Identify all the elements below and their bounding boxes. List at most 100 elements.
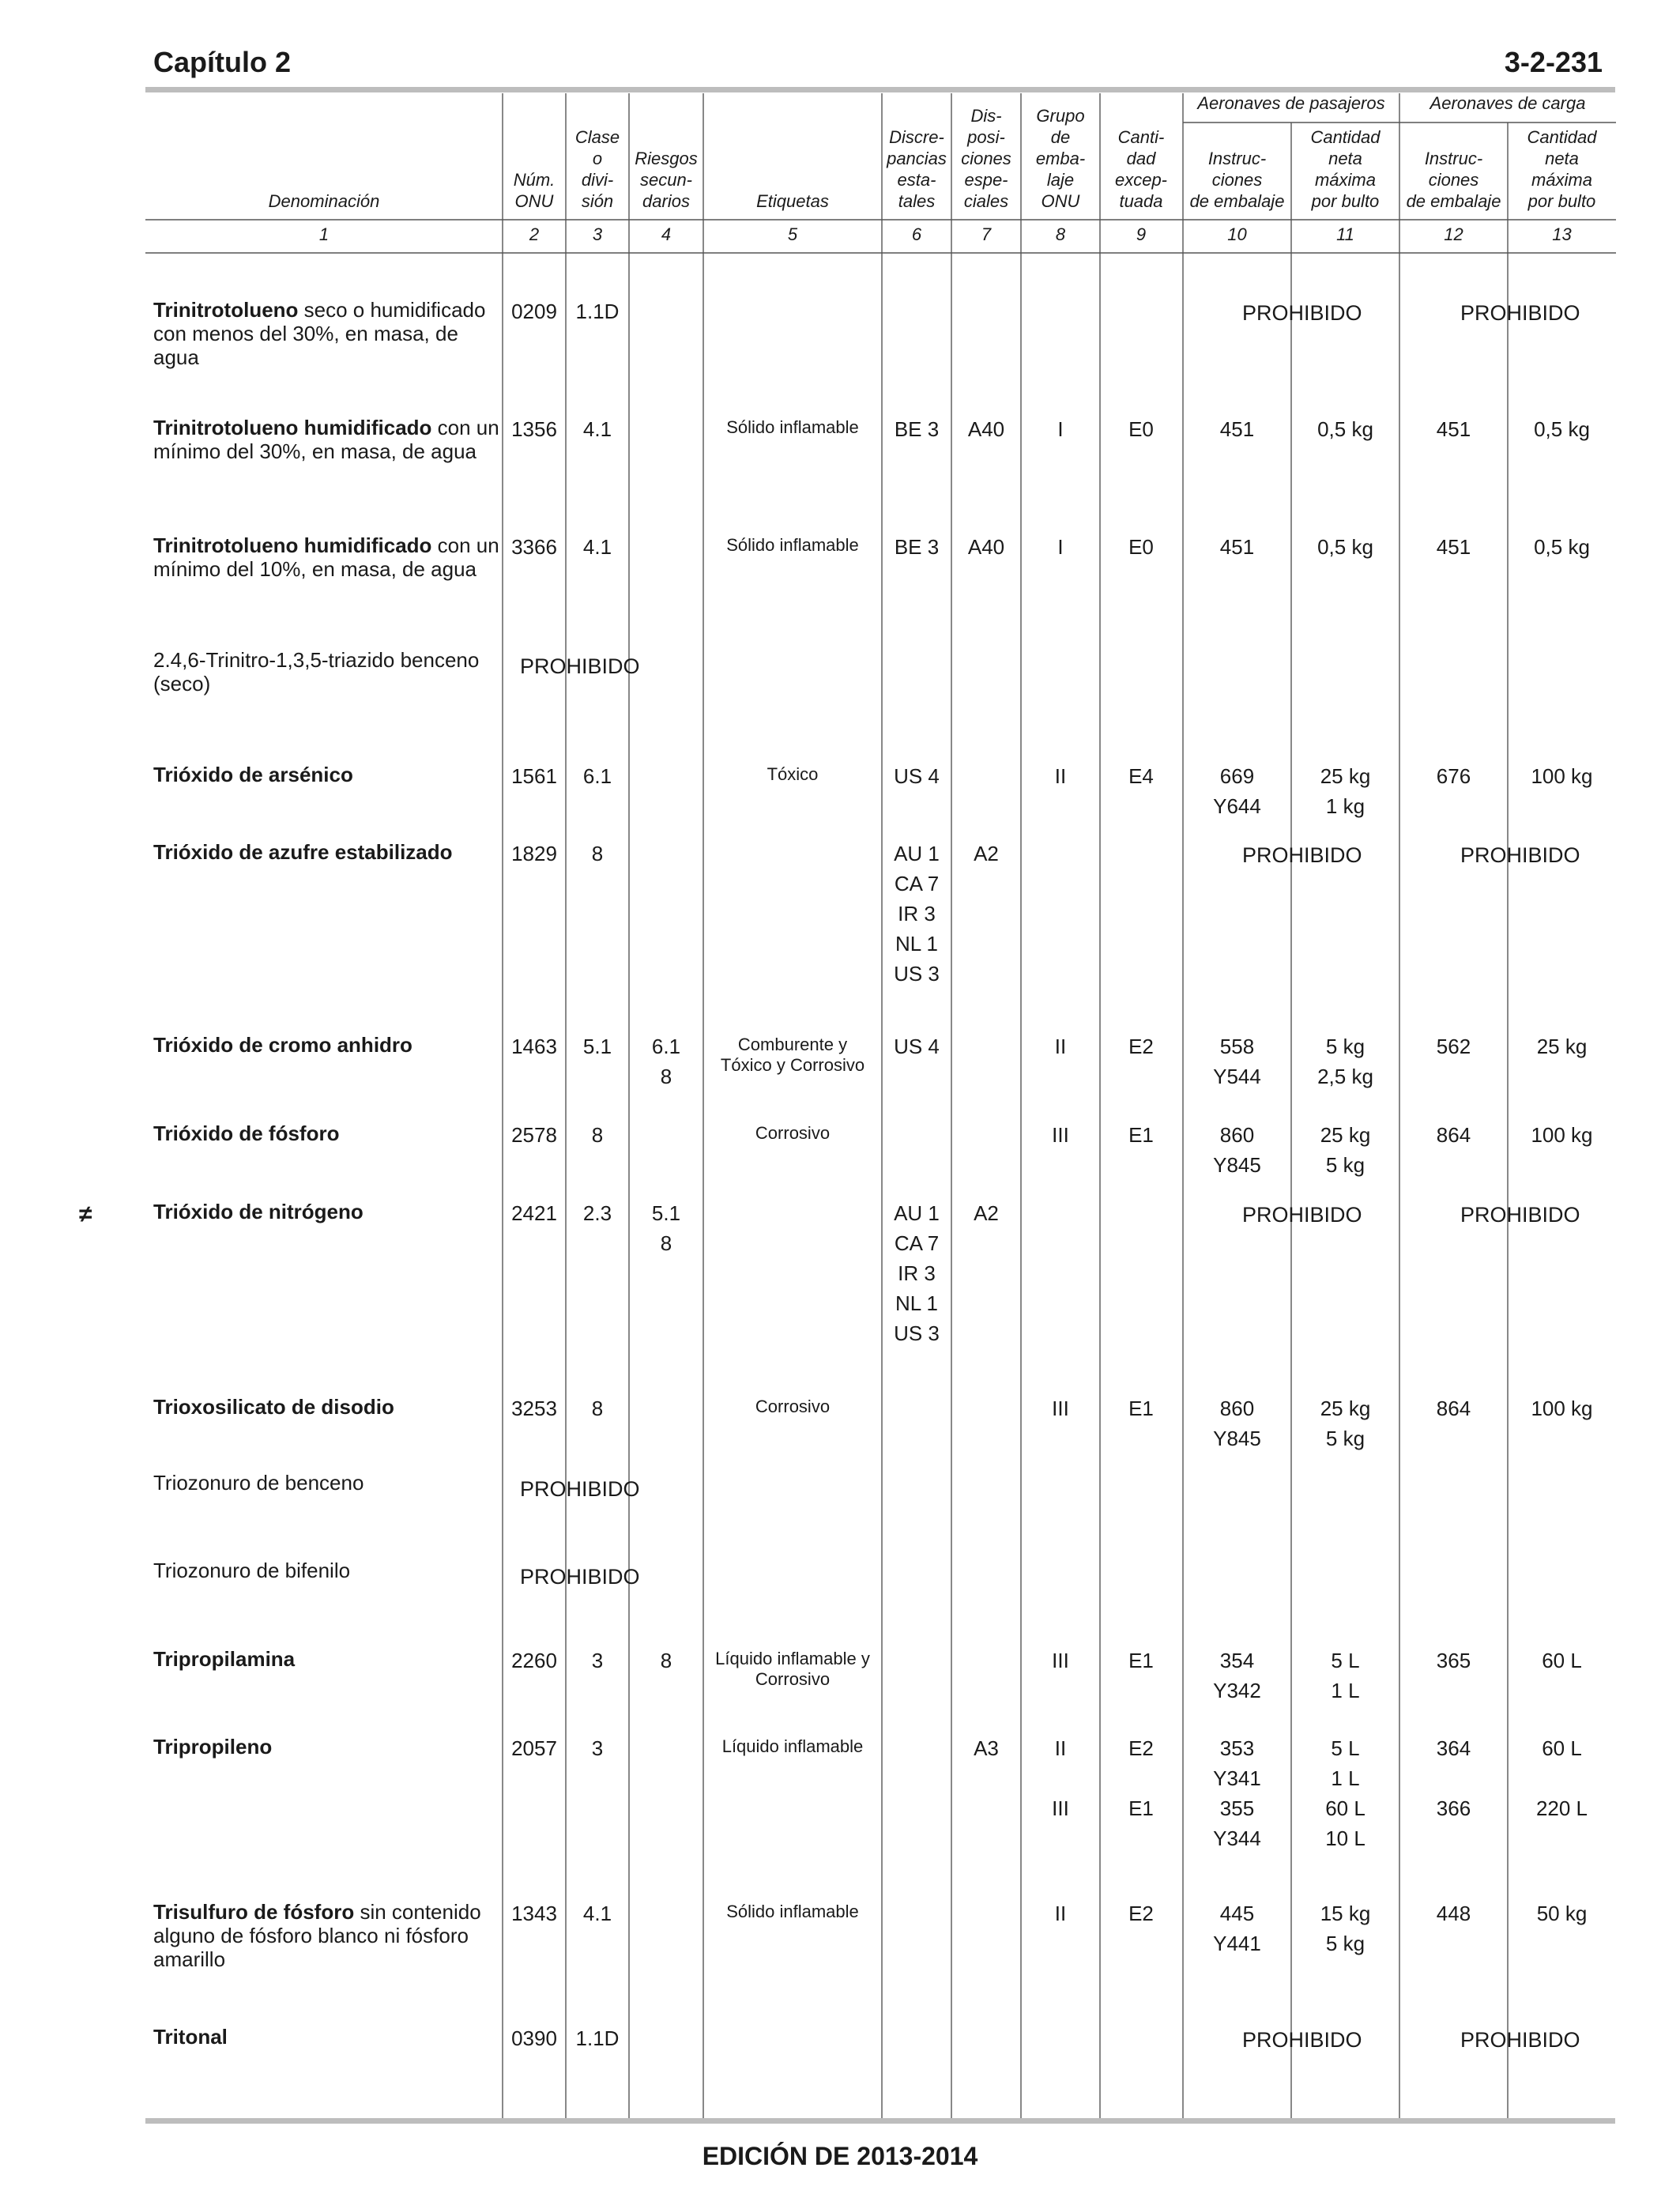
cell-etiquetas: Líquido inflamable <box>721 1736 864 1756</box>
cell-exceptuada: E0 <box>1128 417 1154 441</box>
cell-pax-qty: 0,5 kg <box>1317 535 1373 559</box>
cell-riesgos: 8 <box>660 1649 672 1672</box>
substance-name: Trioxosilicato de disodio <box>153 1395 501 1419</box>
cell-grupo: II <box>1054 1902 1067 1925</box>
header-onu: Núm. ONU <box>513 170 556 211</box>
substance-name-detail: Triozonuro de bifenilo <box>153 1559 351 1582</box>
cell-cargo-qty: 50 kg <box>1536 1902 1588 1925</box>
column-number: 12 <box>1444 224 1463 244</box>
forbidden-label-cargo: PROHIBIDO <box>1460 1203 1580 1227</box>
cell-pax-instr: 354 Y342 <box>1213 1649 1261 1702</box>
cell-cargo-qty: 100 kg <box>1531 1123 1593 1147</box>
cell-exceptuada: E0 <box>1128 535 1154 559</box>
forbidden-label: PROHIBIDO <box>520 1477 640 1501</box>
substance-name-bold: Trioxosilicato de disodio <box>153 1395 394 1419</box>
substance-name: Triozonuro de benceno <box>153 1471 501 1495</box>
cell-clase: 1.1D <box>575 2026 620 2050</box>
cell-onu: 1343 <box>511 1902 557 1925</box>
cell-clase: 8 <box>591 1123 604 1147</box>
cell-grupo: I <box>1057 535 1064 559</box>
cell-pax-qty: 5 L 1 L <box>1331 1649 1360 1702</box>
column-number: 6 <box>911 224 922 244</box>
header-cantidad-exceptuada: Canti- dad excep- tuada <box>1114 127 1168 211</box>
substance-name: Trióxido de arsénico <box>153 763 501 786</box>
substance-name-bold: Trióxido de fósforo <box>153 1122 340 1145</box>
cell-clase: 4.1 <box>582 535 612 559</box>
cell-pax-qty: 5 kg 2,5 kg <box>1317 1035 1373 1088</box>
substance-name: Triozonuro de bifenilo <box>153 1559 501 1582</box>
cell-cargo-instr: 365 <box>1436 1649 1471 1672</box>
header-riesgos: Riesgos secun- darios <box>635 149 698 211</box>
header-etiquetas: Etiquetas <box>756 191 829 211</box>
cell-discrepancias: US 4 <box>894 1035 940 1058</box>
cell-etiquetas: Comburente y Tóxico y Corrosivo <box>720 1035 865 1075</box>
cell-exceptuada: E2 <box>1128 1035 1154 1058</box>
header-disposiciones: Dis- posi- ciones espe- ciales <box>961 106 1011 211</box>
forbidden-label: PROHIBIDO <box>520 654 640 678</box>
cell-pax-qty: 25 kg 5 kg <box>1320 1123 1371 1177</box>
cell-exceptuada: E2 E1 <box>1128 1736 1154 1820</box>
cell-cargo-instr: 448 <box>1436 1902 1471 1925</box>
cell-etiquetas: Sólido inflamable <box>726 535 859 555</box>
forbidden-label-passenger: PROHIBIDO <box>1242 2028 1362 2052</box>
substance-name-detail: 2.4,6-Trinitro-1,3,5-triazido benceno (s… <box>153 648 480 696</box>
substance-name-detail: seco o humidificado con menos del 30%, e… <box>153 298 486 369</box>
cell-disposiciones: A2 <box>974 842 999 865</box>
cell-clase: 3 <box>591 1736 604 1760</box>
column-number: 7 <box>981 224 992 244</box>
cell-pax-instr: 860 Y845 <box>1213 1123 1261 1177</box>
cell-pax-instr: 451 <box>1219 417 1255 441</box>
cell-cargo-instr: 364 366 <box>1436 1736 1471 1820</box>
column-number: 4 <box>661 224 672 244</box>
substance-name: Trinitrotolueno humidificado con un míni… <box>153 533 501 581</box>
cell-onu: 2578 <box>511 1123 557 1147</box>
cell-etiquetas: Corrosivo <box>755 1397 831 1416</box>
forbidden-label: PROHIBIDO <box>520 1565 640 1589</box>
cell-pax-instr: 669 Y644 <box>1213 764 1261 818</box>
cell-disposiciones: A40 <box>967 535 1005 559</box>
cell-grupo: III <box>1052 1649 1069 1672</box>
cell-cargo-instr: 864 <box>1436 1123 1471 1147</box>
cell-pax-qty: 15 kg 5 kg <box>1320 1902 1371 1955</box>
cell-onu: 2421 <box>511 1201 557 1225</box>
cell-onu: 3253 <box>511 1397 557 1420</box>
cell-pax-qty: 25 kg 5 kg <box>1320 1397 1371 1450</box>
column-number: 10 <box>1227 224 1247 244</box>
header-cargo-instrucciones: Instruc- ciones de embalaje <box>1406 149 1501 211</box>
forbidden-label-passenger: PROHIBIDO <box>1242 301 1362 325</box>
header-denominacion: Denominación <box>268 191 380 211</box>
cell-clase: 4.1 <box>582 1902 612 1925</box>
cell-discrepancias: BE 3 <box>894 417 940 441</box>
substance-name-bold: Trisulfuro de fósforo <box>153 1900 355 1924</box>
cell-onu: 3366 <box>511 535 557 559</box>
cell-cargo-qty: 0,5 kg <box>1534 417 1590 441</box>
cell-clase: 3 <box>591 1649 604 1672</box>
change-mark: ≠ <box>79 1201 92 1227</box>
cell-exceptuada: E1 <box>1128 1649 1154 1672</box>
column-number: 5 <box>787 224 798 244</box>
cell-discrepancias: AU 1 CA 7 IR 3 NL 1 US 3 <box>894 842 940 986</box>
cell-disposiciones: A40 <box>967 417 1005 441</box>
forbidden-label-passenger: PROHIBIDO <box>1242 1203 1362 1227</box>
substance-name: Trióxido de azufre estabilizado <box>153 840 501 864</box>
cell-clase: 1.1D <box>575 300 620 323</box>
cell-discrepancias: AU 1 CA 7 IR 3 NL 1 US 3 <box>894 1201 940 1345</box>
cell-discrepancias: US 4 <box>894 764 940 788</box>
cell-pax-qty: 0,5 kg <box>1317 417 1373 441</box>
cell-cargo-qty: 25 kg <box>1536 1035 1588 1058</box>
cell-riesgos: 6.1 8 <box>651 1035 681 1088</box>
substance-name: Trinitrotolueno humidificado con un míni… <box>153 416 501 463</box>
forbidden-label-passenger: PROHIBIDO <box>1242 843 1362 867</box>
substance-name: Tritonal <box>153 2025 501 2049</box>
cell-clase: 6.1 <box>582 764 612 788</box>
column-number: 3 <box>592 224 603 244</box>
cell-pax-instr: 860 Y845 <box>1213 1397 1261 1450</box>
cell-onu: 1829 <box>511 842 557 865</box>
header-grupo: Grupo de emba- laje ONU <box>1035 106 1086 211</box>
header-discrepancias: Discre- pancias esta- tales <box>887 127 947 211</box>
substance-name-detail: Triozonuro de benceno <box>153 1471 364 1495</box>
cell-cargo-instr: 864 <box>1436 1397 1471 1420</box>
substance-name-bold: Trinitrotolueno <box>153 298 299 322</box>
cell-riesgos: 5.1 8 <box>651 1201 681 1255</box>
cell-onu: 0209 <box>511 300 557 323</box>
